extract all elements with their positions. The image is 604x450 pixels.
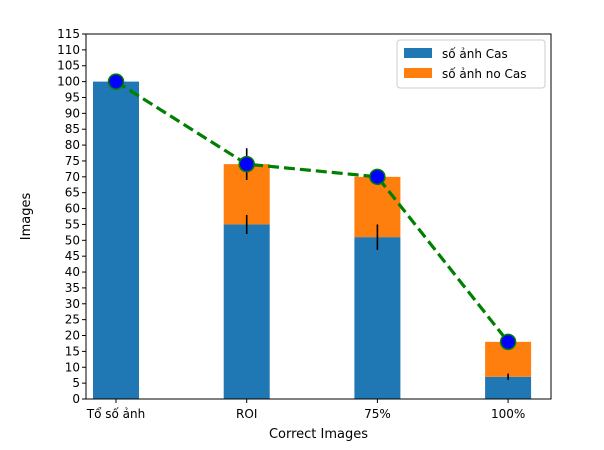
bar-cas-2 [354,237,401,399]
y-tick-label-60: 60 [65,202,80,216]
plot-frame [85,33,552,400]
line-layer [107,73,517,351]
y-tick-label-75: 75 [65,154,80,168]
y-tick-label-0: 0 [72,392,80,406]
x-axis-label: Correct Images [269,427,368,442]
line-point-2 [369,168,386,186]
legend-swatch-1 [404,68,432,78]
y-tick-label-65: 65 [65,186,80,200]
legend-swatch-0 [404,48,432,58]
bar-cas-0 [93,81,139,399]
y-axis: 0510152025303540455055606570758085909510… [57,27,86,406]
y-tick-label-110: 110 [57,43,80,57]
y-tick-label-50: 50 [65,233,80,247]
y-tick-label-10: 10 [65,360,80,374]
error-bars-layer [245,148,509,380]
y-tick-label-30: 30 [65,297,80,311]
y-tick-label-35: 35 [65,281,80,295]
y-tick-label-20: 20 [65,329,80,343]
x-axis: Tổ số ảnh ROI 75% 100% [86,399,525,421]
line-point-1 [238,155,255,173]
y-tick-label-45: 45 [65,249,80,263]
y-tick-label-5: 5 [72,376,80,390]
y-tick-label-115: 115 [57,27,80,41]
y-tick-label-80: 80 [65,138,80,152]
x-tick-label-2: 75% [364,407,391,421]
y-tick-label-15: 15 [65,344,80,358]
legend: số ảnh Cas số ảnh no Cas [396,39,546,89]
x-tick-label-1: ROI [236,407,257,421]
bar-cas-3 [485,376,532,399]
line-point-0 [107,73,125,90]
y-tick-label-95: 95 [65,90,80,104]
x-tick-label-0: Tổ số ảnh [86,407,145,421]
y-tick-label-105: 105 [57,59,80,73]
y-tick-label-25: 25 [65,313,80,327]
legend-label-1: số ảnh no Cas [442,67,527,81]
y-axis-label: Images [19,193,34,241]
legend-box [396,39,546,89]
y-tick-label-100: 100 [57,75,80,89]
y-tick-label-85: 85 [65,122,80,136]
line-point-3 [499,333,517,351]
y-tick-label-90: 90 [65,106,80,120]
x-tick-label-3: 100% [491,407,525,421]
bars-layer [93,81,532,399]
y-tick-label-70: 70 [65,170,80,184]
y-tick-label-40: 40 [65,265,80,279]
bar-cas-1 [223,224,270,399]
trend-line [115,80,510,343]
legend-label-0: số ảnh Cas [442,47,508,61]
y-tick-label-55: 55 [65,217,80,231]
